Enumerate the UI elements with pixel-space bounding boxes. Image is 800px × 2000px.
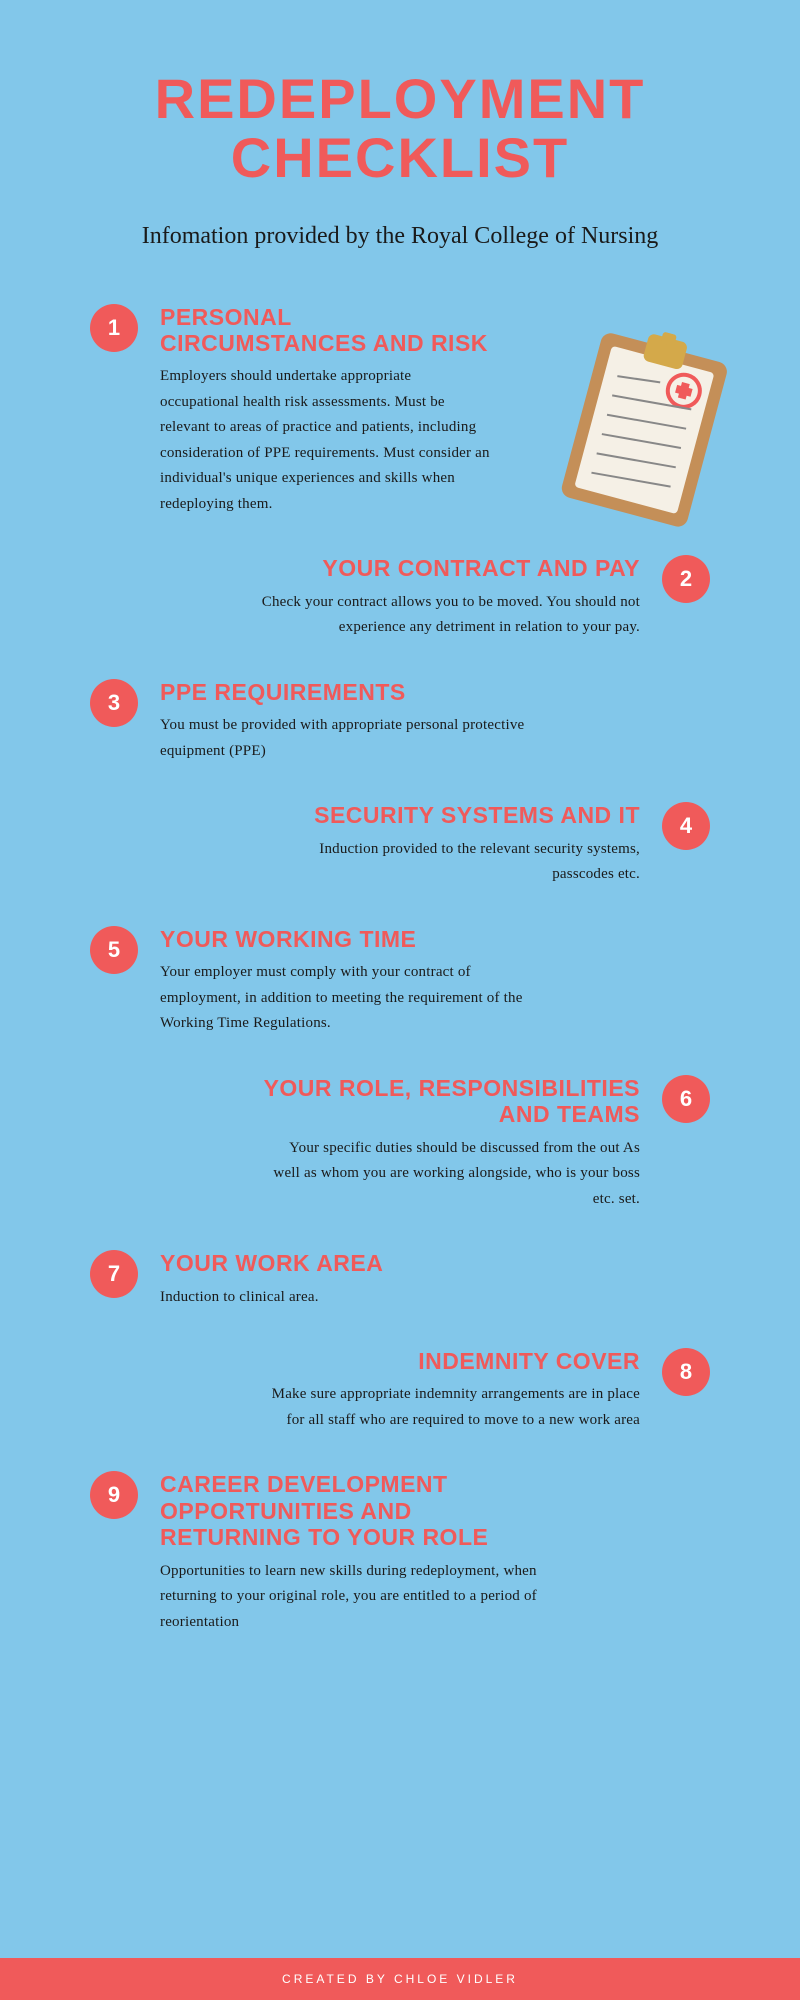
checklist-item-3: 3 PPE REQUIREMENTS You must be provided … [80, 679, 720, 764]
badge-number: 1 [90, 304, 138, 352]
main-title: REDEPLOYMENT CHECKLIST [80, 70, 720, 188]
badge-number: 8 [662, 1348, 710, 1396]
item-heading: PPE REQUIREMENTS [160, 679, 540, 705]
item-body: Induction provided to the relevant secur… [260, 837, 640, 888]
item-heading: YOUR ROLE, RESPONSIBILITIES AND TEAMS [260, 1075, 640, 1128]
item-body: You must be provided with appropriate pe… [160, 713, 540, 764]
badge-number: 5 [90, 926, 138, 974]
item-heading: YOUR CONTRACT AND PAY [260, 555, 640, 581]
checklist-item-1: 1 PERSONAL CIRCUMSTANCES AND RISK Employ… [80, 304, 720, 518]
item-heading: YOUR WORKING TIME [160, 926, 540, 952]
checklist-item-9: 9 CAREER DEVELOPMENT OPPORTUNITIES AND R… [80, 1471, 720, 1635]
checklist-item-4: 4 SECURITY SYSTEMS AND IT Induction prov… [80, 802, 720, 887]
item-heading: SECURITY SYSTEMS AND IT [260, 802, 640, 828]
footer-credit: CREATED BY CHLOE VIDLER [0, 1958, 800, 2000]
item-heading: PERSONAL CIRCUMSTANCES AND RISK [160, 304, 490, 357]
checklist-item-7: 7 YOUR WORK AREA Induction to clinical a… [80, 1250, 720, 1310]
badge-number: 9 [90, 1471, 138, 1519]
content-container: REDEPLOYMENT CHECKLIST Infomation provid… [0, 0, 800, 1635]
checklist-item-5: 5 YOUR WORKING TIME Your employer must c… [80, 926, 720, 1037]
badge-number: 6 [662, 1075, 710, 1123]
badge-number: 2 [662, 555, 710, 603]
item-body: Opportunities to learn new skills during… [160, 1559, 540, 1636]
checklist-item-2: 2 YOUR CONTRACT AND PAY Check your contr… [80, 555, 720, 640]
badge-number: 4 [662, 802, 710, 850]
item-heading: YOUR WORK AREA [160, 1250, 540, 1276]
badge-number: 7 [90, 1250, 138, 1298]
item-heading: CAREER DEVELOPMENT OPPORTUNITIES AND RET… [160, 1471, 540, 1550]
item-body: Your employer must comply with your cont… [160, 960, 540, 1037]
item-body: Employers should undertake appropriate o… [160, 364, 490, 517]
subtitle: Infomation provided by the Royal College… [80, 218, 720, 254]
item-body: Check your contract allows you to be mov… [260, 590, 640, 641]
item-body: Your specific duties should be discussed… [260, 1136, 640, 1213]
item-heading: INDEMNITY COVER [260, 1348, 640, 1374]
item-body: Induction to clinical area. [160, 1285, 540, 1311]
checklist-item-6: 6 YOUR ROLE, RESPONSIBILITIES AND TEAMS … [80, 1075, 720, 1212]
badge-number: 3 [90, 679, 138, 727]
item-body: Make sure appropriate indemnity arrangem… [260, 1382, 640, 1433]
checklist-item-8: 8 INDEMNITY COVER Make sure appropriate … [80, 1348, 720, 1433]
